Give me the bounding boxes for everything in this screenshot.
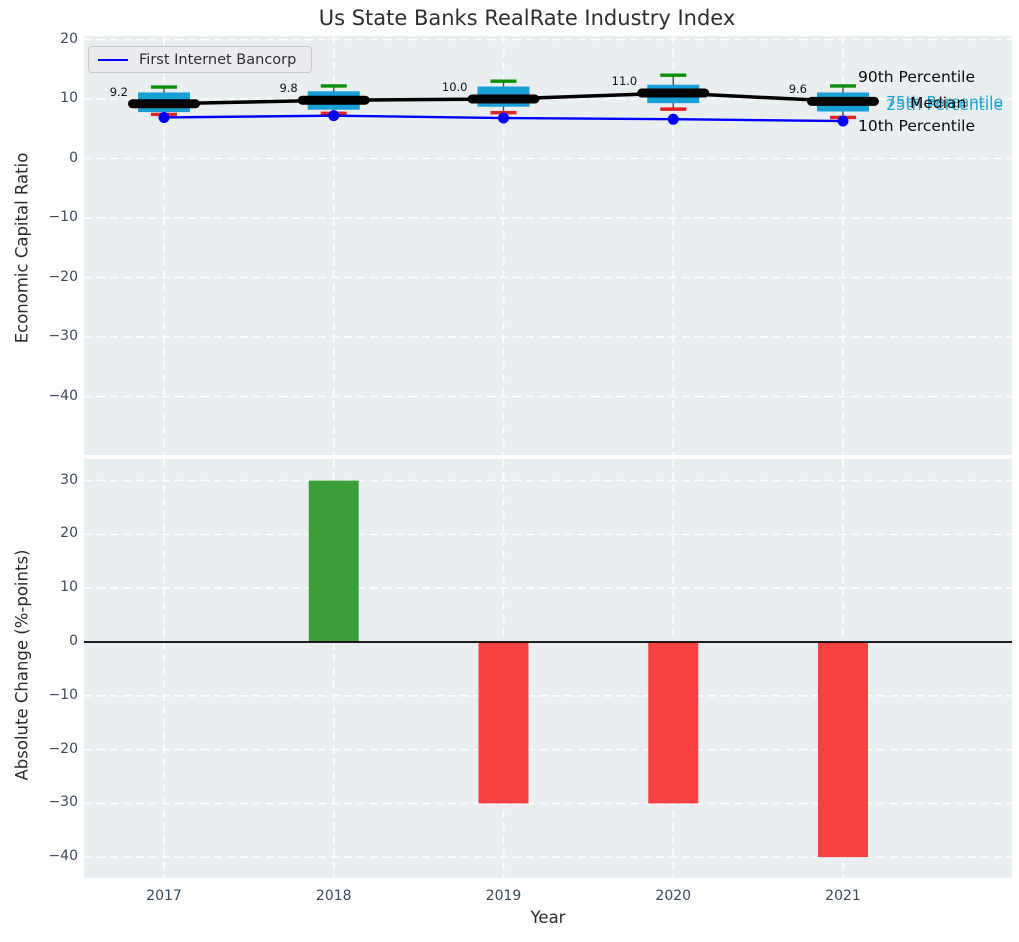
legend-line-sample [98, 58, 128, 61]
median-value-label-2021: 9.6 [788, 82, 807, 97]
bottom-ytick--20: −20 [48, 740, 78, 757]
annotation-75th-percentile: 75th Percentile [886, 93, 1004, 111]
xtick-2017: 2017 [146, 888, 182, 904]
top-ytick--10: −10 [48, 209, 78, 225]
bottom-ytick--40: −40 [48, 848, 78, 865]
xtick-2020: 2020 [655, 888, 692, 904]
bottom-ytick--10: −10 [48, 686, 78, 703]
top-ytick--20: −20 [48, 268, 78, 285]
median-value-label-2017: 9.2 [109, 84, 128, 99]
annotation-90th-percentile: 90th Percentile [858, 68, 976, 86]
top-ytick-20: 20 [60, 30, 78, 47]
bottom-ytick-20: 20 [60, 525, 78, 542]
top-ytick-10: 10 [60, 90, 78, 106]
median-value-label-2019: 10.0 [441, 80, 468, 94]
annotation-10th-percentile: 10th Percentile [858, 117, 976, 135]
median-value-label-2018: 9.8 [279, 81, 298, 96]
top-ytick--30: −30 [48, 328, 78, 344]
top-ytick--40: −40 [48, 387, 78, 404]
bottom-ytick-30: 30 [60, 471, 78, 488]
bottom-ytick-0: 0 [69, 633, 78, 649]
xtick-2019: 2019 [485, 888, 522, 904]
legend: First Internet Bancorp [88, 46, 312, 73]
top-y-axis-label: Economic Capital Ratio [12, 152, 32, 344]
legend-label: First Internet Bancorp [139, 51, 297, 68]
annotation-25th-percentile: 25th Percentile [886, 96, 1004, 114]
bottom-axes [84, 459, 1012, 878]
x-axis-label: Year [530, 908, 566, 927]
bottom-y-axis-label: Absolute Change (%-points) [12, 549, 32, 781]
annotation-median: Median [910, 94, 967, 112]
chart-title: Us State Banks RealRate Industry Index [318, 6, 736, 30]
xtick-2018: 2018 [315, 888, 352, 904]
bottom-ytick--30: −30 [48, 794, 78, 811]
xtick-2021: 2021 [825, 888, 861, 904]
top-ytick-0: 0 [69, 149, 78, 166]
top-axes [84, 36, 1012, 455]
bottom-ytick-10: 10 [60, 579, 78, 596]
median-value-label-2020: 11.0 [611, 74, 638, 89]
